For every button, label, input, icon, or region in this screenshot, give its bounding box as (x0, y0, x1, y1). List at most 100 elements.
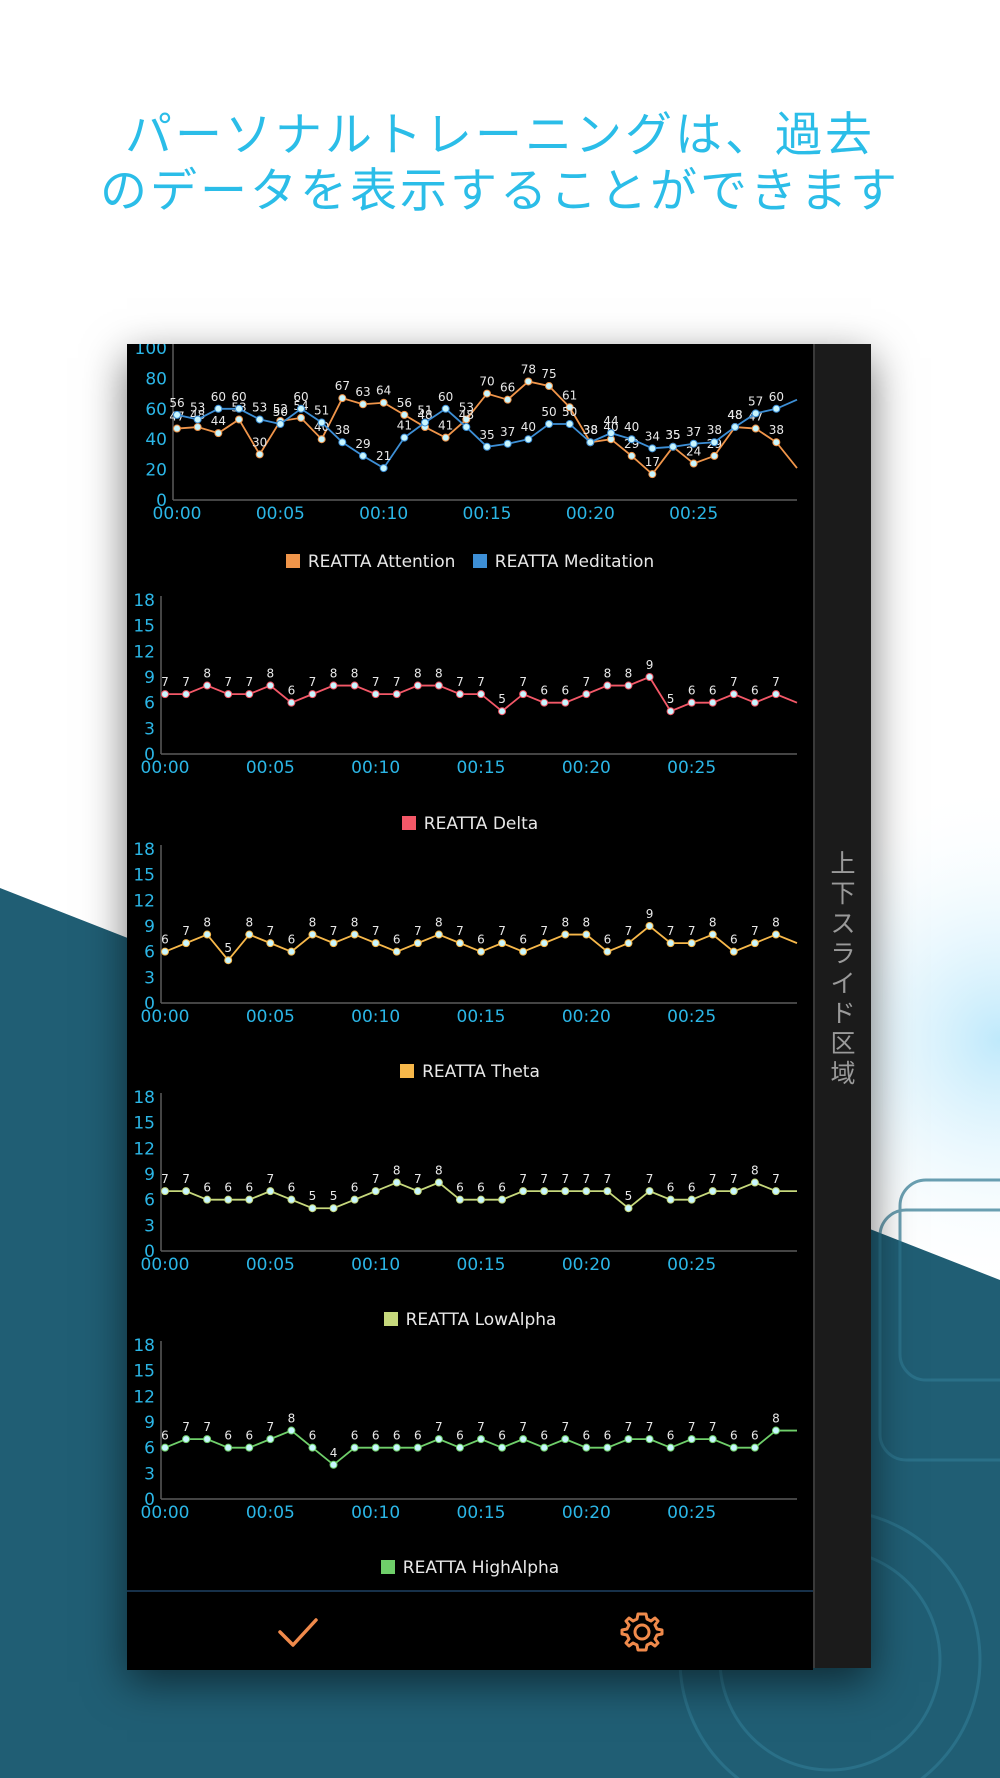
data-label: 7 (267, 1172, 275, 1186)
x-tick-label: 00:00 (141, 1503, 190, 1522)
data-point (462, 415, 471, 424)
data-point (624, 939, 633, 948)
data-label: 6 (372, 1429, 380, 1443)
data-label: 7 (540, 1172, 548, 1186)
data-label: 6 (245, 1429, 253, 1443)
data-label: 8 (351, 667, 359, 681)
x-tick-label: 00:20 (562, 1255, 611, 1274)
data-point (524, 377, 533, 386)
data-point (603, 681, 612, 690)
data-label: 6 (667, 1429, 675, 1443)
data-label: 7 (414, 1172, 422, 1186)
data-label: 50 (562, 405, 577, 419)
data-label: 6 (414, 1429, 422, 1443)
data-point (729, 947, 738, 956)
data-point (441, 433, 450, 442)
data-label: 9 (646, 907, 654, 921)
data-label: 34 (645, 429, 660, 443)
legend-item-attention: REATTA Attention (285, 552, 455, 572)
legend-swatch-attention (285, 554, 300, 568)
data-point (287, 1195, 296, 1204)
data-point (224, 1443, 233, 1452)
headline-line-2: のデータを表示することができます (100, 164, 900, 219)
y-tick-label: 9 (144, 668, 155, 688)
legend-label-meditation: REATTA Meditation (494, 552, 655, 572)
x-tick-label: 00:20 (566, 504, 615, 524)
data-point (729, 690, 738, 699)
data-point (645, 1187, 654, 1196)
data-point (317, 418, 326, 427)
data-label: 7 (182, 924, 190, 938)
y-tick-label: 12 (133, 1139, 155, 1159)
data-point (350, 1443, 359, 1452)
data-label: 24 (686, 445, 701, 459)
data-point (708, 930, 717, 939)
data-point (561, 1187, 570, 1196)
data-point (545, 420, 553, 428)
legend-label-highalpha: REATTA HighAlpha (402, 1558, 560, 1578)
data-label: 44 (603, 414, 618, 428)
data-point (359, 451, 367, 460)
confirm-button[interactable] (276, 1610, 320, 1654)
data-point (224, 956, 233, 965)
data-label: 7 (245, 675, 253, 689)
data-label: 6 (456, 1181, 464, 1195)
data-point (565, 420, 574, 428)
data-label: 5 (498, 692, 506, 706)
data-label: 7 (498, 924, 506, 938)
y-tick-label: 12 (133, 1387, 155, 1407)
data-label: 8 (393, 1164, 401, 1178)
data-point (308, 930, 317, 939)
data-label: 7 (667, 924, 675, 938)
data-label: 64 (376, 384, 391, 398)
data-label: 7 (372, 1172, 380, 1186)
y-tick-label: 9 (144, 1165, 155, 1185)
data-label: 6 (751, 1429, 759, 1443)
data-point (750, 939, 759, 948)
data-label: 6 (519, 933, 527, 947)
phone-screen: 0 20 40 60 80 100 00:00 00:05 00:10 00:15 00:20 00:… (127, 344, 871, 1670)
y-tick-label: 3 (144, 1464, 155, 1484)
x-tick-label: 00:05 (246, 1255, 295, 1274)
data-label: 5 (625, 1189, 633, 1203)
y-tick-label: 6 (144, 694, 155, 714)
data-label: 6 (730, 1429, 738, 1443)
data-label: 51 (417, 403, 432, 417)
data-label: 50 (273, 405, 288, 419)
data-label: 38 (707, 423, 722, 437)
data-point (540, 1187, 549, 1196)
data-label: 7 (330, 924, 338, 938)
data-label: 8 (772, 1412, 780, 1426)
data-point (287, 698, 296, 707)
data-point (350, 1195, 359, 1204)
data-label: 6 (667, 1181, 675, 1195)
data-point (182, 1187, 191, 1196)
settings-button[interactable] (620, 1610, 664, 1654)
data-point (182, 939, 191, 948)
chart-list[interactable]: 0 20 40 60 80 100 00:00 00:05 00:10 00:15 00:20 00:… (127, 344, 813, 1588)
data-point (624, 1435, 633, 1444)
slide-sidebar[interactable]: 上下スライド区域 (813, 344, 871, 1668)
data-point (379, 398, 388, 407)
data-point (203, 930, 212, 939)
x-tick-label: 00:25 (667, 1007, 716, 1026)
data-label: 8 (245, 916, 253, 930)
data-label: 7 (477, 1420, 485, 1434)
data-label: 7 (519, 675, 527, 689)
data-label: 7 (456, 675, 464, 689)
data-point (297, 404, 305, 413)
data-point (308, 690, 317, 699)
y-tick-label: 18 (133, 1337, 155, 1356)
data-label: 8 (435, 916, 443, 930)
data-point (182, 1435, 191, 1444)
data-label: 7 (267, 924, 275, 938)
data-label: 8 (330, 667, 338, 681)
data-label: 7 (561, 1420, 569, 1434)
data-point (689, 439, 698, 448)
data-point (645, 673, 654, 681)
legend-item-theta: REATTA Theta (400, 1062, 540, 1082)
y-tick-label: 9 (144, 1413, 155, 1433)
data-label: 78 (521, 362, 536, 376)
data-point (477, 947, 485, 956)
legend-swatch-highalpha (380, 1560, 395, 1574)
